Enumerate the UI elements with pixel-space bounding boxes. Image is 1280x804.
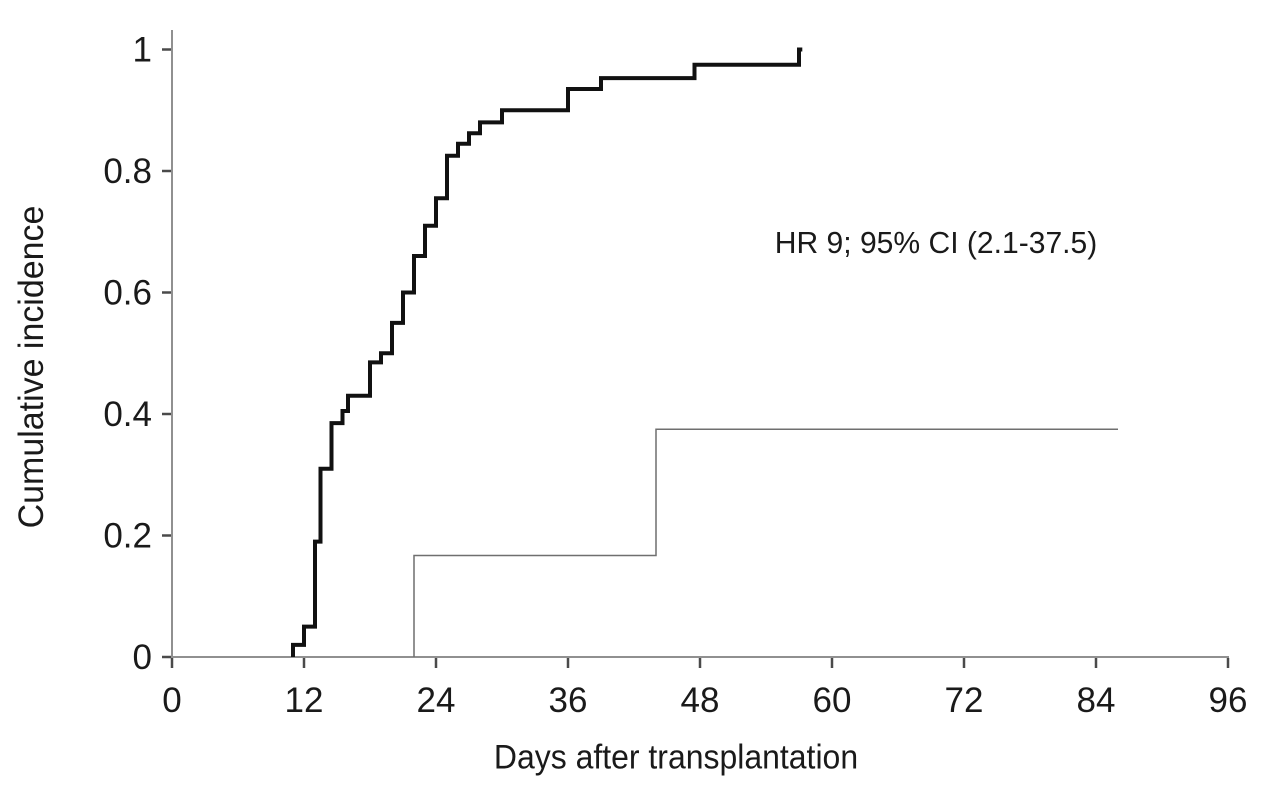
x-tick-label-84: 84: [1077, 681, 1116, 720]
y-tick-label-0.2: 0.2: [103, 517, 152, 556]
y-tick-label-0: 0: [133, 638, 152, 677]
x-tick-label-72: 72: [945, 681, 984, 720]
x-tick-label-12: 12: [285, 681, 324, 720]
y-tick-label-1: 1: [133, 31, 152, 70]
x-tick-label-60: 60: [813, 681, 852, 720]
x-axis-ticks: 0 12 24 36 48 60 72 84 96: [162, 658, 1247, 720]
data-series: [291, 47, 1118, 657]
axes: [170, 30, 1229, 659]
series-thick-black-group-curve: [291, 47, 803, 657]
y-tick-label-0.6: 0.6: [103, 274, 152, 313]
y-axis-ticks: 0 0.2 0.4 0.6 0.8 1: [103, 31, 171, 677]
x-axis-title: Days after transplantation: [493, 738, 859, 777]
y-axis-title: Cumulative incidence: [12, 205, 51, 529]
x-tick-label-0: 0: [162, 681, 181, 720]
x-tick-label-36: 36: [549, 681, 588, 720]
y-tick-label-0.4: 0.4: [103, 395, 152, 434]
x-tick-label-24: 24: [417, 681, 456, 720]
series-thin-gray-group-curve: [413, 428, 1118, 657]
hazard-ratio-annotation: HR 9; 95% CI (2.1-37.5): [774, 225, 1098, 260]
x-tick-label-96: 96: [1209, 681, 1248, 720]
x-tick-label-48: 48: [681, 681, 720, 720]
y-tick-label-0.8: 0.8: [103, 152, 152, 191]
